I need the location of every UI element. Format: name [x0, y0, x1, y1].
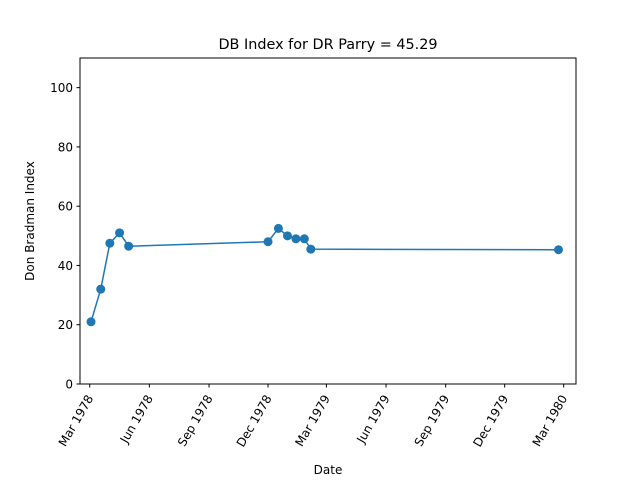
x-tick-label: Dec 1978 — [234, 393, 275, 450]
series-group — [86, 223, 563, 327]
y-tick-label: 100 — [50, 81, 73, 95]
chart-title: DB Index for DR Parry = 45.29 — [218, 37, 437, 53]
plot-area — [80, 58, 576, 384]
y-tick-label: 80 — [58, 140, 73, 154]
x-tick-label: Dec 1979 — [470, 393, 511, 450]
x-tick-label: Mar 1979 — [292, 393, 333, 449]
x-tick-label: Jun 1978 — [117, 393, 156, 447]
data-point — [306, 244, 316, 254]
y-axis-ticks: 0 20 40 60 80 100 — [50, 81, 80, 392]
x-tick-label: Jun 1979 — [353, 393, 392, 447]
data-point — [96, 284, 106, 294]
data-point — [273, 223, 283, 233]
data-point — [86, 317, 96, 327]
x-tick-label: Sep 1978 — [175, 393, 216, 449]
data-point — [282, 231, 292, 241]
y-tick-label: 20 — [58, 318, 73, 332]
data-point — [263, 237, 273, 247]
data-point — [553, 245, 563, 255]
x-tick-label: Sep 1979 — [412, 393, 453, 449]
y-tick-label: 40 — [58, 259, 73, 273]
data-point — [105, 238, 115, 248]
data-point — [124, 241, 134, 251]
x-tick-label: Mar 1978 — [56, 393, 97, 449]
data-point — [291, 234, 301, 244]
x-axis-label: Date — [314, 463, 343, 477]
data-point — [115, 228, 125, 238]
data-point — [299, 234, 309, 244]
y-tick-label: 0 — [65, 378, 73, 392]
y-axis-label: Don Bradman Index — [23, 161, 37, 281]
x-tick-label: Mar 1980 — [530, 393, 571, 449]
x-axis-ticks: Mar 1978 Jun 1978 Sep 1978 Dec 1978 Mar 1979… — [56, 384, 571, 450]
y-tick-label: 60 — [58, 200, 73, 214]
plot-frame — [79, 57, 577, 385]
